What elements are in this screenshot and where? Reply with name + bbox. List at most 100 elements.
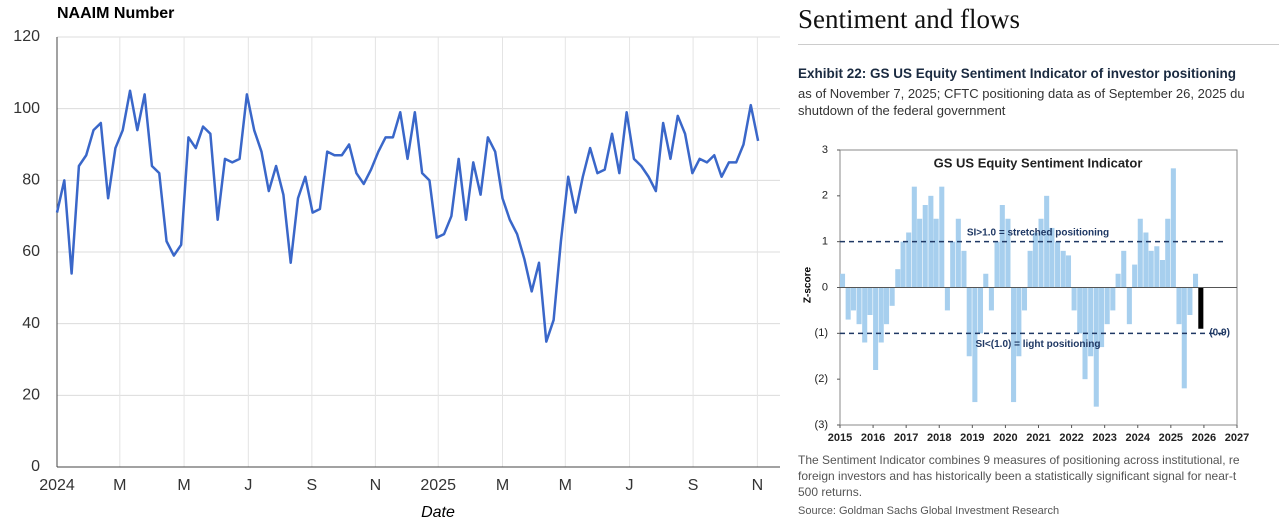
bar [999,205,1005,288]
bar [1016,287,1022,357]
bar [1055,241,1061,288]
bar [1077,287,1083,334]
x-tick-label: 2025 [420,477,456,494]
bar [1132,264,1138,288]
bar [1115,273,1121,288]
bar [840,273,846,288]
x-tick-label: 2023 [1092,432,1116,444]
x-tick-label: M [177,477,190,494]
annotation: SI<(1.0) = light positioning [975,339,1100,350]
bar [1181,287,1187,389]
y-tick-label: (3) [815,419,828,431]
y-tick-label: (1) [815,327,828,339]
bar [988,287,994,311]
bar [1187,287,1193,315]
x-tick-label: N [752,477,764,494]
x-tick-label: 2015 [828,432,852,444]
bar [950,241,956,288]
x-tick-label: 2020 [993,432,1017,444]
divider [798,44,1279,45]
x-tick-label: 2018 [927,432,951,444]
bar [977,287,984,334]
y-tick-label: 2 [822,190,828,202]
bar [1192,273,1199,288]
bar [889,287,895,306]
bar [1154,246,1160,288]
y-tick-label: 20 [22,387,40,404]
bar [1159,260,1165,288]
bar [856,287,862,325]
bar [961,250,967,288]
x-tick-label: 2025 [1159,432,1183,444]
y-tick-label: 120 [13,28,40,45]
bar [1027,250,1033,288]
bar [1032,232,1038,288]
x-tick-label: 2027 [1225,432,1249,444]
bar [900,241,906,288]
bar [922,205,928,288]
chart-title: NAAIM Number [57,5,174,22]
bar [1170,168,1176,288]
x-tick-label: 2022 [1059,432,1083,444]
x-tick-label: 2026 [1192,432,1216,444]
bar [1044,195,1050,288]
y-tick-label: 0 [31,458,40,475]
x-tick-label: S [307,477,318,494]
bar [1021,287,1028,311]
x-tick-label: 2017 [894,432,918,444]
bar [917,218,923,288]
bar [983,273,989,288]
bar [939,186,945,288]
x-tick-label: M [113,477,126,494]
bar [1121,250,1127,288]
bar [1038,218,1044,288]
y-tick-label: 1 [822,236,828,248]
bar [1049,227,1055,288]
bar [911,186,917,288]
y-axis-title: Z-score [803,267,814,304]
bar [867,287,873,315]
source: Source: Goldman Sachs Global Investment … [798,505,1060,517]
bar [1099,287,1105,348]
y-tick-label: 40 [22,315,40,332]
sentiment-chart: GS US Equity Sentiment Indicator Z-score… [803,144,1250,444]
exhibit-subtitle: shutdown of the federal government [798,103,1006,118]
bar [1005,218,1011,288]
bar [966,287,972,357]
bar [1088,287,1094,357]
footnote: 500 returns. [798,485,863,499]
x-tick-label: M [559,477,572,494]
bar [1176,287,1182,325]
bar [1093,287,1099,407]
bar [955,218,961,288]
bar [1104,287,1110,325]
bar [1165,218,1171,288]
x-tick-label: N [370,477,382,494]
bar [994,241,1000,288]
x-tick-label: M [496,477,509,494]
heading: Sentiment and flows [798,4,1020,34]
x-tick-label: 2019 [960,432,984,444]
exhibit-subtitle: as of November 7, 2025; CFTC positioning… [798,86,1245,101]
bar [1060,250,1066,288]
bar [933,218,939,288]
bar [873,287,879,370]
bar [944,287,950,311]
x-tick-label: J [626,477,634,494]
x-tick-label: 2016 [861,432,885,444]
x-tick-label: 2024 [39,477,75,494]
data-line [55,89,760,343]
chart-title: GS US Equity Sentiment Indicator [934,155,1143,170]
exhibit-title: Exhibit 22: GS US Equity Sentiment Indic… [798,66,1237,81]
x-tick-label: S [688,477,699,494]
bar [1011,287,1017,403]
x-tick-label: 2024 [1126,432,1151,444]
annotation: (0.9) [1209,327,1230,338]
footnote: foreign investors and has historically b… [798,469,1237,483]
bar [862,287,868,343]
y-tick-label: 3 [822,144,828,156]
y-tick-label: (2) [815,373,828,385]
bar [845,287,851,320]
bar [1110,287,1116,311]
